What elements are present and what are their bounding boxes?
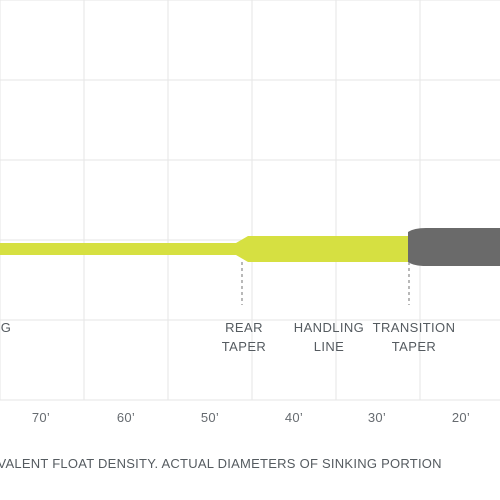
background-grid [0, 0, 500, 401]
segment-label-rear-taper: REAR TAPER [221, 320, 267, 354]
footnote-text: UIVALENT FLOAT DENSITY. ACTUAL DIAMETERS… [0, 456, 442, 471]
segment-label-left-partial: G [0, 320, 12, 335]
distance-tick-label: 20’ [451, 410, 471, 425]
floating-line-body [0, 236, 420, 262]
distance-tick-label: 60’ [116, 410, 136, 425]
segment-label-handling-line: HANDLING LINE [293, 320, 365, 354]
distance-tick-label: 40’ [284, 410, 304, 425]
distance-tick-label: 30’ [367, 410, 387, 425]
distance-tick-label: 70’ [31, 410, 51, 425]
sinking-tip-section [408, 228, 500, 266]
segment-label-transition-taper: TRANSITION TAPER [372, 320, 456, 354]
distance-tick-label: 50’ [200, 410, 220, 425]
